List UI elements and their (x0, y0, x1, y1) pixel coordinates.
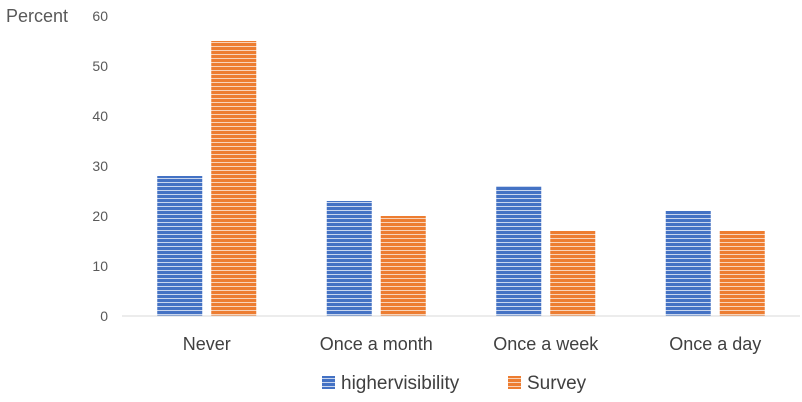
category-label: Once a week (493, 334, 599, 354)
bar-highervisibility-once-a-day (665, 211, 711, 316)
y-axis-label: Percent (6, 6, 68, 26)
category-label: Never (183, 334, 231, 354)
legend-swatch (322, 376, 335, 389)
category-label: Once a day (669, 334, 761, 354)
y-tick-label: 0 (100, 308, 108, 324)
y-tick-label: 10 (92, 258, 108, 274)
bar-highervisibility-once-a-month (326, 201, 372, 316)
y-axis-ticks: 0 10 20 30 40 50 60 (92, 8, 108, 324)
bars-group (157, 41, 765, 316)
bar-highervisibility-never (157, 176, 203, 316)
bar-survey-once-a-month (380, 216, 426, 316)
bar-survey-never (211, 41, 257, 316)
bar-survey-once-a-day (719, 231, 765, 316)
y-tick-label: 20 (92, 208, 108, 224)
y-tick-label: 30 (92, 158, 108, 174)
y-tick-label: 60 (92, 8, 108, 24)
bar-highervisibility-once-a-week (496, 186, 542, 316)
category-labels: Never Once a month Once a week Once a day (183, 334, 762, 354)
category-label: Once a month (320, 334, 433, 354)
legend-label: highervisibility (341, 373, 460, 394)
y-tick-label: 40 (92, 108, 108, 124)
legend-label: Survey (527, 373, 587, 394)
legend-swatch (508, 376, 521, 389)
legend: highervisibility Survey (322, 373, 587, 394)
bar-survey-once-a-week (550, 231, 596, 316)
y-tick-label: 50 (92, 58, 108, 74)
